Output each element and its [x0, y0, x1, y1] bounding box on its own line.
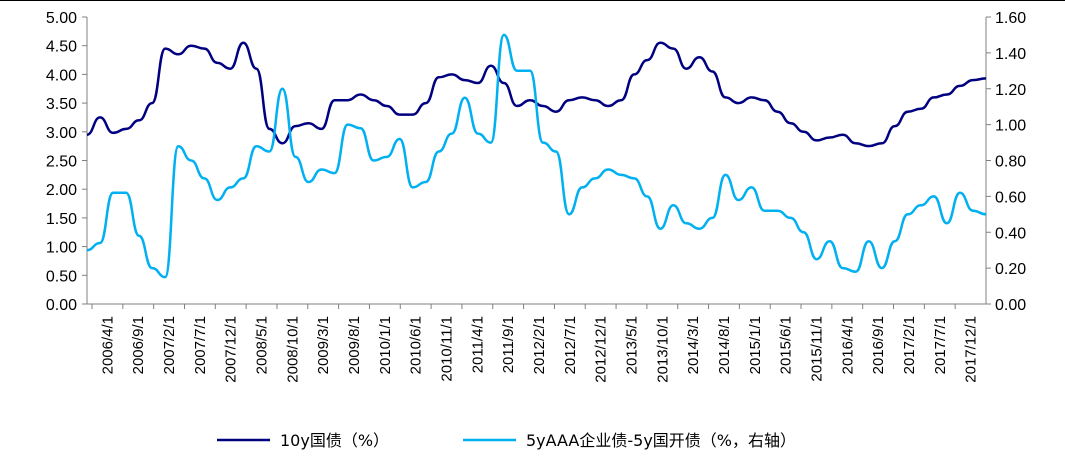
left-tick-label: 4.50 [46, 39, 77, 56]
x-tick-label: 2012/7/1 [562, 316, 579, 374]
x-tick-label: 2006/4/1 [99, 316, 116, 374]
x-tick-label: 2009/8/1 [346, 316, 363, 374]
left-tick-label: 2.50 [46, 154, 77, 171]
left-tick-label: 2.00 [46, 182, 77, 199]
right-tick-label: 0.80 [995, 154, 1026, 171]
legend: 10y国债（%） 5yAAA企业债-5y国开债（%，右轴） [217, 431, 796, 450]
x-tick-label: 2011/9/1 [500, 316, 517, 373]
right-tick-label: 1.00 [995, 118, 1026, 135]
x-tick-label: 2014/3/1 [685, 316, 702, 374]
x-tick-label: 2007/7/1 [192, 316, 209, 374]
axes [0, 0, 1065, 305]
right-tick-label: 1.20 [995, 82, 1026, 99]
x-tick-label: 2007/2/1 [161, 316, 178, 374]
x-tick-label: 2006/9/1 [130, 316, 147, 374]
x-tick-label: 2012/12/1 [593, 316, 610, 383]
left-tick-label: 3.50 [46, 96, 77, 113]
right-tick-label: 1.40 [995, 46, 1026, 63]
left-tick-label: 4.00 [46, 67, 77, 84]
x-tick-label: 2016/4/1 [839, 316, 856, 374]
x-tick-label: 2017/12/1 [963, 316, 980, 383]
left-tick-label: 3.00 [46, 125, 77, 142]
right-tick-label: 0.00 [995, 297, 1026, 314]
right-tick-label: 0.60 [995, 189, 1026, 206]
left-tick-label: 5.00 [46, 10, 77, 27]
x-tick-label: 2015/1/1 [747, 316, 764, 374]
left-tick-label: 1.50 [46, 211, 77, 228]
left-tick-label: 0.00 [46, 297, 77, 314]
x-tick-label: 2017/2/1 [901, 316, 918, 374]
x-tick-label: 2008/5/1 [254, 316, 271, 374]
x-tick-label: 2012/2/1 [531, 316, 548, 374]
right-tick-label: 0.40 [995, 225, 1026, 242]
x-axis-ticks: 2006/4/1 2006/9/1 2007/2/1 2007/7/1 2007/12/… [91, 304, 980, 383]
x-tick-label: 2015/11/1 [808, 316, 825, 382]
x-tick-label: 2014/8/1 [716, 316, 733, 374]
x-tick-label: 2017/7/1 [932, 316, 949, 374]
x-tick-label: 2010/11/1 [439, 316, 456, 382]
right-tick-label: 0.20 [995, 261, 1026, 278]
left-axis-ticks: 0.00 0.50 1.00 1.50 2.00 2.50 3.00 3.50 4.00 4.50… [46, 10, 87, 314]
left-tick-label: 1.00 [46, 240, 77, 257]
x-tick-label: 2013/5/1 [623, 316, 640, 374]
x-tick-label: 2011/4/1 [469, 316, 486, 373]
x-tick-label: 2010/6/1 [408, 316, 425, 374]
x-tick-label: 2009/3/1 [315, 316, 332, 374]
x-tick-label: 2013/10/1 [654, 316, 671, 383]
x-tick-label: 2007/12/1 [223, 316, 240, 383]
legend-label-10y: 10y国债（%） [280, 431, 389, 450]
left-tick-label: 0.50 [46, 268, 77, 285]
x-tick-label: 2008/10/1 [284, 316, 301, 383]
right-tick-label: 1.60 [995, 10, 1026, 27]
legend-label-spread: 5yAAA企业债-5y国开债（%，右轴） [526, 431, 796, 450]
series-line-spread [86, 33, 987, 279]
right-axis-ticks: 0.00 0.20 0.40 0.60 0.80 1.00 1.20 1.40 1.60 [986, 10, 1026, 314]
series-lines [86, 33, 987, 279]
x-tick-label: 2016/9/1 [870, 316, 887, 374]
x-tick-label: 2015/6/1 [778, 316, 795, 374]
x-tick-label: 2010/1/1 [377, 316, 394, 374]
